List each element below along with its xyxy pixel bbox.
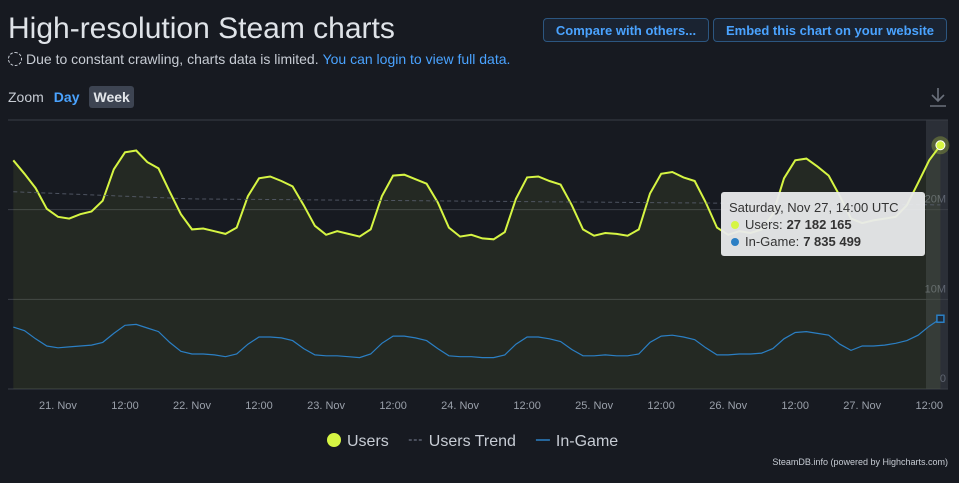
x-tick-label: 22. Nov xyxy=(173,400,211,412)
tooltip-series-name: Users xyxy=(745,217,779,232)
legend-item[interactable]: In-Game xyxy=(535,433,618,450)
embed-button[interactable]: Embed this chart on your website xyxy=(713,18,947,42)
credits: SteamDB.info (powered by Highcharts.com) xyxy=(772,457,948,467)
page-title: High-resolution Steam charts xyxy=(8,12,395,45)
tooltip-title: Saturday, Nov 27, 14:00 UTC xyxy=(729,200,899,215)
x-tick-label: 23. Nov xyxy=(307,400,345,412)
legend-item[interactable]: Users xyxy=(327,433,389,450)
tooltip-separator: : xyxy=(779,217,783,232)
zoom-option[interactable]: Day xyxy=(53,89,80,105)
legend-label: Users Trend xyxy=(429,433,516,450)
tooltip-value: 27 182 165 xyxy=(787,217,852,232)
area-fill xyxy=(13,145,941,389)
hover-marker xyxy=(935,140,946,151)
x-tick-label: 12:00 xyxy=(781,400,809,412)
zoom-option[interactable]: Week xyxy=(89,86,134,108)
notice: Due to constant crawling, charts data is… xyxy=(8,51,510,67)
login-link[interactable]: You can login to view full data. xyxy=(322,51,511,67)
tooltip-separator: : xyxy=(796,234,800,249)
y-tick-label: 20M xyxy=(925,194,946,206)
hover-marker xyxy=(936,314,945,323)
compare-button[interactable]: Compare with others... xyxy=(543,18,709,42)
legend-symbol xyxy=(327,433,341,447)
x-tick-label: 25. Nov xyxy=(575,400,613,412)
tooltip-series-name: In-Game xyxy=(745,234,796,249)
legend-label: Users xyxy=(347,433,389,450)
x-tick-label: 12:00 xyxy=(245,400,273,412)
download-icon[interactable] xyxy=(928,86,948,108)
x-tick-label: 27. Nov xyxy=(843,400,881,412)
zoom-bar: Zoom Day Week xyxy=(8,86,134,108)
tooltip-value: 7 835 499 xyxy=(803,234,861,249)
zoom-label: Zoom xyxy=(8,89,44,105)
tooltip-row: In-Game: 7 835 499 xyxy=(745,234,861,249)
series-line xyxy=(13,318,941,359)
notice-text: Due to constant crawling, charts data is… xyxy=(26,51,319,67)
x-tick-label: 12:00 xyxy=(513,400,541,412)
x-tick-label: 21. Nov xyxy=(39,400,77,412)
x-tick-label: 12:00 xyxy=(379,400,407,412)
x-tick-label: 26. Nov xyxy=(709,400,747,412)
y-tick-label: 0 xyxy=(940,373,946,385)
tooltip-box xyxy=(721,192,925,256)
y-tick-label: 10M xyxy=(925,283,946,295)
series-line xyxy=(12,144,942,241)
notice-icon xyxy=(8,52,22,66)
tooltip-dot xyxy=(731,221,739,229)
x-tick-label: 12:00 xyxy=(915,400,943,412)
x-tick-label: 12:00 xyxy=(111,400,139,412)
legend-item[interactable]: Users Trend xyxy=(408,433,516,450)
legend-label: In-Game xyxy=(556,433,618,450)
x-tick-label: 12:00 xyxy=(647,400,675,412)
x-tick-label: 24. Nov xyxy=(441,400,479,412)
tooltip-dot xyxy=(731,238,739,246)
tooltip-row: Users: 27 182 165 xyxy=(745,217,852,232)
